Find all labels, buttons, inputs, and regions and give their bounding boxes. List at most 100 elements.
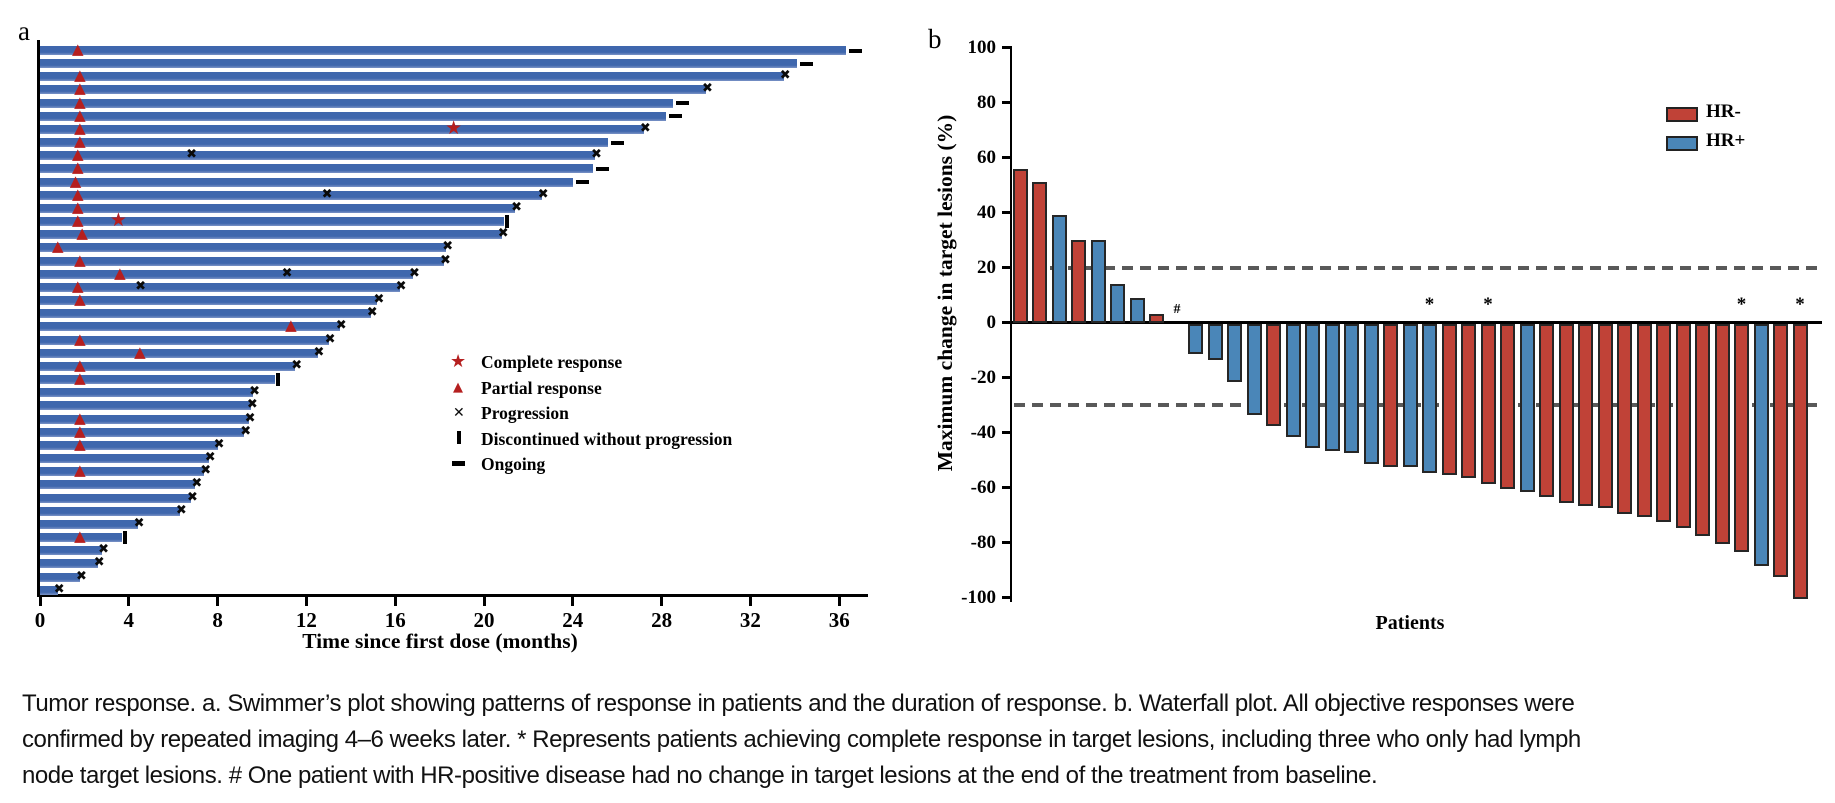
panel-a-letter: a (18, 16, 30, 46)
waterfall-bar (1051, 215, 1067, 323)
waterfall-bar (1773, 324, 1788, 577)
progression-icon: ✖ (702, 81, 713, 97)
progression-icon: ✖ (440, 252, 451, 268)
swimmer-bar (40, 138, 609, 148)
partial-response-icon: ▲ (76, 224, 88, 243)
discontinued-icon (276, 373, 281, 387)
waterfall-bar (1012, 168, 1028, 323)
partial-response-icon: ▲ (74, 329, 86, 348)
swimmer-bar (40, 440, 218, 450)
swimmer-x-axis-title: Time since first dose (months) (302, 629, 578, 653)
ongoing-icon (595, 166, 609, 171)
progression-icon: ✖ (98, 542, 110, 558)
progression-icon: ✖ (175, 502, 187, 518)
waterfall-bar (1032, 182, 1047, 323)
progression-icon: ✖ (591, 147, 602, 163)
waterfall-y-tick-label: -60 (970, 476, 996, 498)
partial-response-icon: ▲ (74, 105, 86, 124)
waterfall-bar (1617, 324, 1632, 514)
partial-response-icon: ▲ (285, 316, 297, 335)
swimmer-bar (40, 480, 196, 490)
swimmer-x-tick (216, 597, 220, 606)
legend-item-label: Progression (481, 403, 569, 423)
progression-icon: ✖ (204, 450, 216, 466)
waterfall-bar (1539, 324, 1554, 498)
swimmers-plot-panel: 0 4 8 12 16 20 24 28 32 36 ▲ ▲ ✖ ▲ ✖ ▲ ▲ ▲ ★ ✖ ▲ ▲ ✖ ✖ ▲ ▲ ▲ ✖ ✖ ▲ ✖ ▲ ★… (0, 0, 880, 660)
swimmer-x-tick (393, 597, 397, 606)
swimmer-x-tick-label: 4 (123, 608, 135, 632)
swimmer-bar (40, 164, 593, 174)
waterfall-bar (1461, 324, 1476, 478)
partial-response-icon: ▲ (71, 276, 84, 295)
waterfall-bar (1597, 324, 1613, 509)
swimmer-bar (40, 572, 80, 582)
swimmer-bar (40, 243, 447, 253)
ongoing-icon (452, 461, 465, 466)
complete-response-asterisk: * (1736, 294, 1747, 315)
partial-response-icon: ▲ (74, 355, 86, 374)
waterfall-y-tick-label: -80 (970, 531, 996, 553)
swimmer-bar (40, 506, 180, 516)
waterfall-y-tick-label: 0 (986, 311, 997, 333)
progression-icon: ✖ (291, 357, 303, 373)
waterfall-bar (1344, 324, 1359, 454)
waterfall-y-tick-label: -40 (970, 421, 996, 443)
swimmer-x-tick-label: 8 (212, 608, 223, 632)
swimmer-bar (40, 414, 249, 424)
swimmer-x-tick-label: 24 (562, 608, 584, 632)
swimmer-bar (40, 454, 209, 464)
ongoing-icon (800, 61, 814, 66)
waterfall-bar (1519, 324, 1535, 492)
complete-response-asterisk: * (1424, 294, 1435, 315)
progression-icon: ✖ (200, 463, 212, 479)
swimmer-bar (40, 217, 504, 227)
partial-response-icon: ▲ (134, 342, 146, 361)
swimmer-x-tick (748, 597, 752, 606)
waterfall-bar (1129, 297, 1145, 323)
progression-icon: ✖ (335, 318, 347, 334)
partial-response-icon: ▲ (74, 92, 86, 111)
waterfall-bar (1558, 324, 1574, 503)
discontinued-icon (123, 531, 128, 545)
waterfall-bar (1422, 324, 1437, 473)
swimmer-bar (40, 190, 542, 200)
progression-icon: ✖ (395, 278, 407, 294)
waterfall-y-tick (1002, 376, 1010, 379)
discontinued-icon (504, 215, 509, 229)
waterfall-y-tick (1002, 156, 1010, 159)
waterfall-y-axis (1009, 46, 1012, 602)
progression-icon: ✖ (366, 305, 378, 321)
partial-response-icon: ▲ (74, 461, 86, 480)
complete-response-icon: ★ (445, 116, 463, 139)
panel-b-letter: b (928, 24, 942, 54)
progression-icon: ✖ (281, 265, 293, 281)
partial-response-icon: ▲ (74, 527, 86, 546)
swimmer-x-tick-label: 36 (828, 608, 850, 632)
swimmer-x-tick (482, 597, 486, 606)
swimmer-bar (40, 151, 595, 161)
legend-item-label: Complete response (481, 352, 623, 372)
partial-response-icon: ▲ (69, 171, 82, 190)
waterfall-x-axis-title: Patients (1375, 612, 1445, 634)
waterfall-bar (1675, 324, 1691, 528)
waterfall-bar (1441, 324, 1457, 476)
waterfall-y-tick (1002, 101, 1010, 104)
waterfall-bar (1110, 284, 1125, 323)
partial-response-icon: ▲ (71, 40, 84, 58)
waterfall-y-tick (1002, 321, 1010, 324)
swimmer-x-tick (837, 597, 841, 606)
waterfall-y-axis-title: Maximum change in target lesions (%) (933, 114, 957, 472)
swimmer-x-tick (660, 597, 664, 606)
ongoing-icon (675, 101, 689, 106)
waterfall-bar (1324, 324, 1340, 451)
ongoing-icon (669, 114, 683, 119)
progression-icon: ✖ (135, 278, 147, 294)
partial-response-icon: ▲ (71, 158, 84, 177)
swimmer-bar (40, 493, 191, 503)
partial-response-icon: ▲ (74, 79, 86, 98)
waterfall-y-tick-label: -100 (961, 586, 996, 608)
waterfall-bar (1578, 324, 1593, 506)
swimmer-x-tick-label: 16 (384, 608, 406, 632)
legend-item-label: Ongoing (481, 454, 546, 474)
